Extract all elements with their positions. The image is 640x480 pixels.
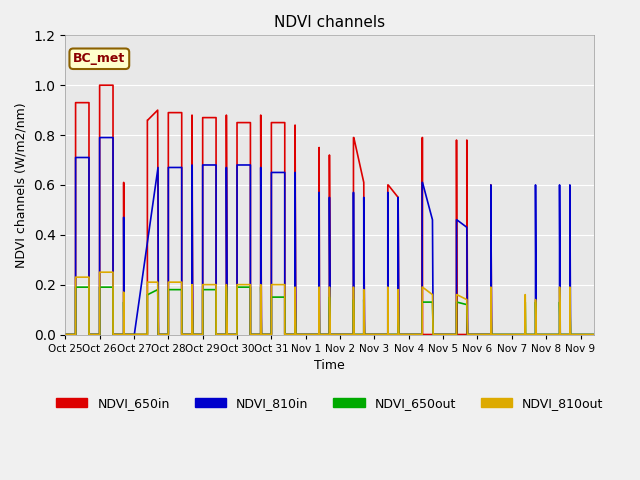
NDVI_650out — [285, 332, 292, 337]
NDVI_810in — [61, 332, 69, 337]
NDVI_650in — [143, 117, 151, 123]
NDVI_810in — [120, 215, 127, 220]
NDVI_810out — [61, 332, 69, 337]
NDVI_810out — [350, 332, 358, 337]
NDVI_810in — [590, 332, 598, 337]
Line: NDVI_650in: NDVI_650in — [65, 85, 492, 335]
NDVI_810out — [360, 287, 367, 292]
NDVI_650in — [61, 332, 69, 337]
X-axis label: Time: Time — [314, 359, 345, 372]
NDVI_650in — [487, 182, 495, 188]
NDVI_810in — [429, 332, 437, 337]
NDVI_650out — [61, 332, 69, 337]
NDVI_650out — [360, 297, 367, 302]
Legend: NDVI_650in, NDVI_810in, NDVI_650out, NDVI_810out: NDVI_650in, NDVI_810in, NDVI_650out, NDV… — [51, 392, 609, 415]
NDVI_650out — [590, 332, 598, 337]
NDVI_810in — [178, 332, 186, 337]
NDVI_650in — [429, 332, 436, 337]
Title: NDVI channels: NDVI channels — [274, 15, 385, 30]
NDVI_810in — [394, 194, 402, 200]
NDVI_810out — [109, 269, 117, 275]
NDVI_810out — [285, 332, 292, 337]
NDVI_810out — [388, 332, 396, 337]
NDVI_650out — [189, 332, 196, 337]
NDVI_810in — [233, 332, 241, 337]
NDVI_650out — [350, 332, 358, 337]
NDVI_650in — [394, 194, 402, 200]
NDVI_650in — [96, 82, 104, 88]
Y-axis label: NDVI channels (W/m2/nm): NDVI channels (W/m2/nm) — [15, 102, 28, 268]
NDVI_810in — [96, 135, 104, 141]
NDVI_810out — [590, 332, 598, 337]
NDVI_650out — [109, 284, 117, 290]
NDVI_650in — [257, 332, 264, 337]
Text: BC_met: BC_met — [73, 52, 125, 65]
NDVI_810out — [189, 332, 196, 337]
NDVI_650out — [388, 332, 396, 337]
NDVI_650in — [488, 332, 495, 337]
Line: NDVI_810out: NDVI_810out — [65, 272, 594, 335]
Line: NDVI_810in: NDVI_810in — [65, 138, 594, 335]
NDVI_650out — [72, 284, 79, 290]
NDVI_810in — [452, 332, 460, 337]
NDVI_650in — [113, 332, 121, 337]
Line: NDVI_650out: NDVI_650out — [65, 287, 594, 335]
NDVI_810out — [96, 269, 104, 275]
